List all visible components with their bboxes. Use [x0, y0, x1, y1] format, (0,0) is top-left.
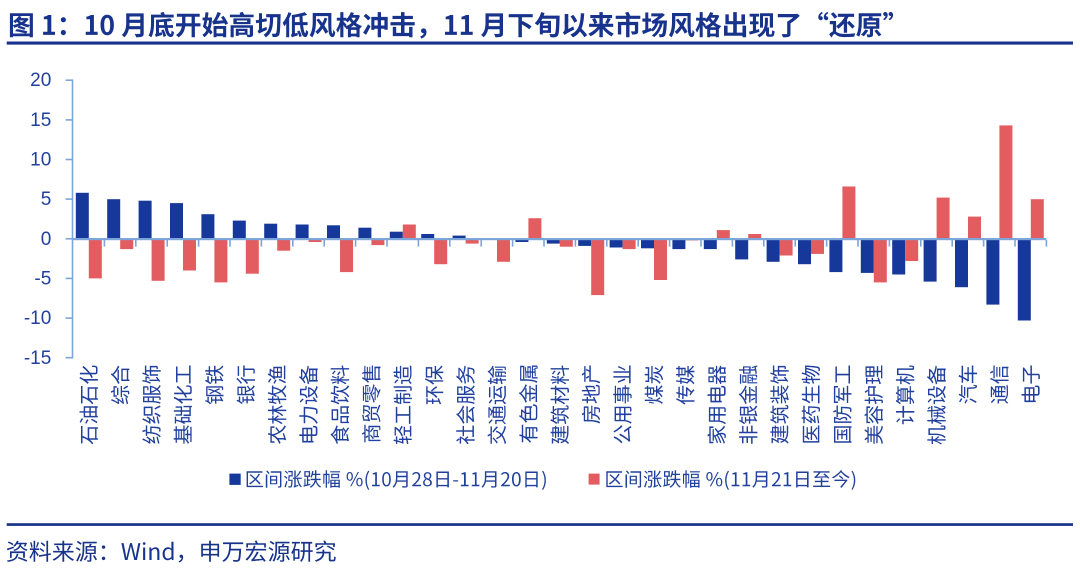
svg-text:10: 10: [30, 150, 51, 171]
svg-text:-5: -5: [34, 268, 51, 289]
svg-text:-15: -15: [24, 348, 51, 369]
svg-text:20: 20: [30, 70, 51, 91]
svg-text:0: 0: [41, 229, 52, 250]
svg-text:5: 5: [41, 189, 52, 210]
svg-text:-10: -10: [24, 308, 51, 329]
svg-text:15: 15: [30, 110, 51, 131]
